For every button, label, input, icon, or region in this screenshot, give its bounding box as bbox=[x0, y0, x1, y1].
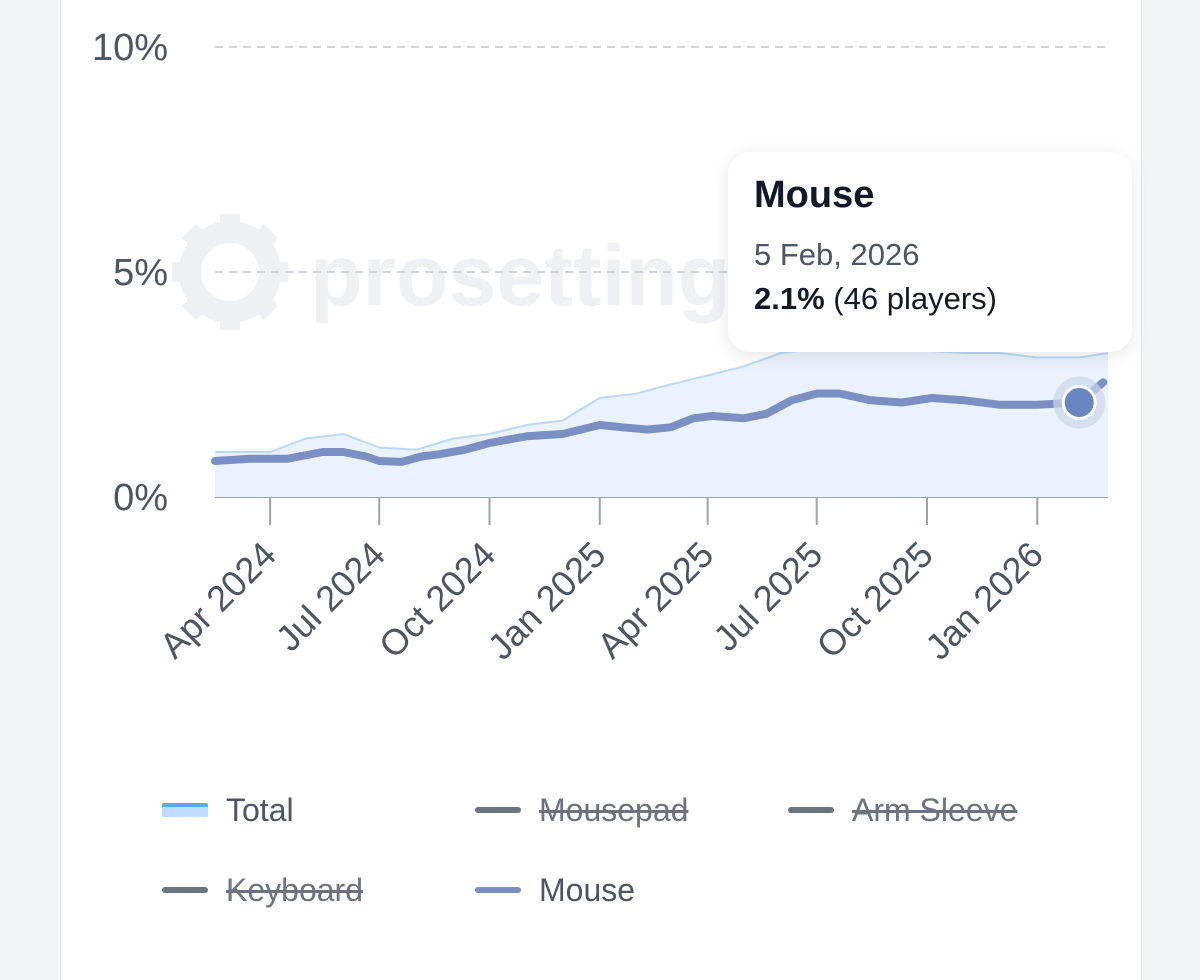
y-tick-label: 10% bbox=[92, 27, 168, 69]
x-tick-label: Apr 2025 bbox=[589, 534, 721, 666]
legend-swatch bbox=[475, 807, 521, 813]
watermark-text: prosettings bbox=[310, 228, 778, 324]
y-tick-label: 0% bbox=[113, 477, 168, 519]
tooltip-percent: 2.1% bbox=[754, 281, 825, 316]
legend-label: Total bbox=[226, 791, 294, 828]
tooltip-value: 2.1% (46 players) bbox=[754, 281, 1106, 317]
legend-label: Mousepad bbox=[539, 791, 689, 828]
y-tick-label: 5% bbox=[113, 252, 168, 294]
legend-swatch bbox=[788, 807, 834, 813]
legend-item-keyboard[interactable]: Keyboard bbox=[162, 868, 363, 912]
series-mouse-line bbox=[211, 378, 1108, 466]
legend-label: Arm Sleeve bbox=[852, 791, 1018, 828]
x-tick-label: Jan 2025 bbox=[480, 534, 614, 668]
legend-swatch bbox=[162, 803, 208, 817]
watermark: prosettings bbox=[172, 214, 778, 330]
tooltip-title: Mouse bbox=[754, 174, 875, 216]
legend-item-arm-sleeve[interactable]: Arm Sleeve bbox=[788, 788, 1017, 832]
legend-item-mousepad[interactable]: Mousepad bbox=[475, 788, 688, 832]
legend-swatch bbox=[162, 887, 208, 893]
x-tick-label: Oct 2025 bbox=[808, 534, 940, 666]
tooltip-date: 5 Feb, 2026 bbox=[754, 237, 920, 272]
series-total-line bbox=[215, 347, 1109, 453]
gear-icon bbox=[172, 214, 288, 330]
legend-swatch bbox=[475, 887, 521, 893]
tooltip: Mouse 5 Feb, 2026 2.1% (46 players) bbox=[728, 152, 1132, 352]
legend-label: Mouse bbox=[539, 871, 636, 908]
legend-label: Keyboard bbox=[226, 871, 363, 908]
legend-item-total[interactable]: Total bbox=[162, 788, 294, 832]
series-total-area bbox=[215, 348, 1108, 497]
hover-point bbox=[1061, 385, 1097, 420]
x-tick-label: Apr 2024 bbox=[151, 534, 283, 666]
x-tick-label: Jan 2026 bbox=[917, 534, 1051, 668]
tooltip-players: (46 players) bbox=[833, 281, 997, 316]
x-tick-label: Oct 2024 bbox=[371, 534, 503, 666]
legend-item-mouse[interactable]: Mouse bbox=[475, 868, 635, 912]
